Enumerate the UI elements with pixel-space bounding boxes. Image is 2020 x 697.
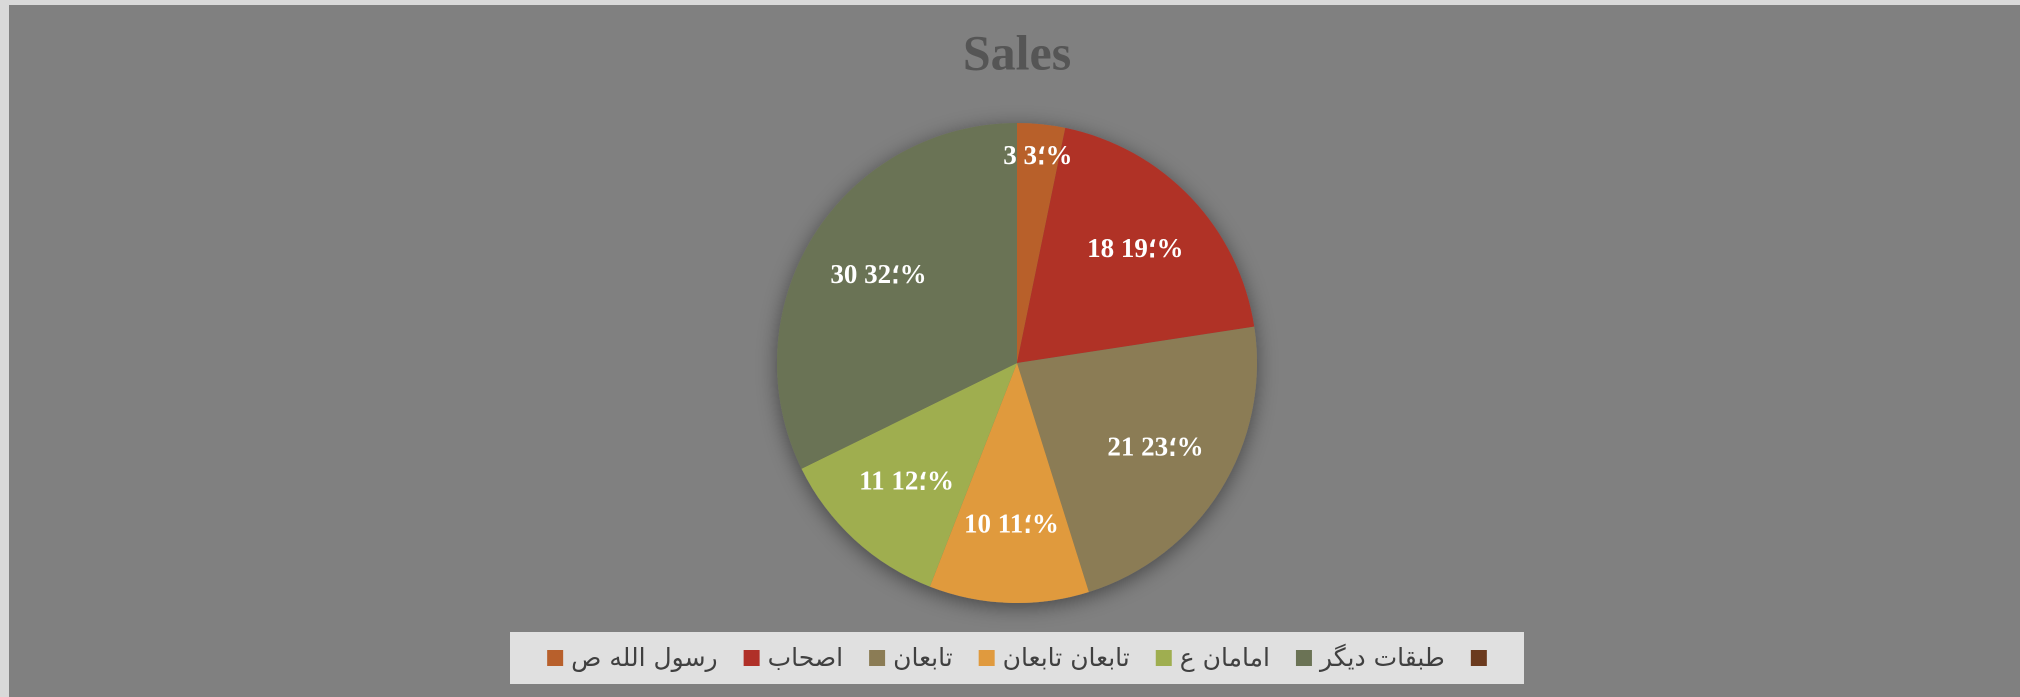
data-label: 3 ؛3% [1003, 140, 1072, 170]
legend-swatch [743, 650, 760, 666]
legend-label: اصحاب [768, 643, 843, 672]
legend-label: رسول الله ص [571, 643, 717, 672]
data-label: 21 ؛23% [1107, 432, 1203, 462]
data-label: 18 ؛19% [1087, 233, 1183, 263]
pie-slice [1017, 123, 1066, 363]
data-label: 11 ؛12% [859, 465, 954, 495]
pie-slice [777, 123, 1017, 469]
pie-slice [1017, 326, 1257, 592]
legend-swatch [1155, 650, 1172, 666]
legend-label: تابعان [893, 643, 953, 672]
pie-slice [929, 363, 1089, 603]
legend-swatch [1470, 650, 1487, 666]
legend: رسول الله ص اصحاب تابعان تابعان تابعان اماما… [547, 643, 1487, 672]
legend-box [510, 632, 1524, 684]
legend-label: طبقات دیگر [1318, 643, 1445, 672]
pie-slice [801, 363, 1017, 587]
pie-slice [1017, 127, 1255, 363]
pie [777, 123, 1257, 603]
data-label: 10 ؛11% [964, 508, 1059, 538]
data-label: 30 ؛32% [830, 259, 926, 289]
chart-title: Sales [963, 24, 1071, 80]
legend-label: امامان ع [1180, 643, 1270, 672]
data-labels: 3 ؛3% 18 ؛19% 21 ؛23% 10 ؛11% 11 ؛12% 30 ؛32% [830, 140, 1203, 538]
legend-swatch [547, 650, 564, 666]
legend-swatch [978, 650, 995, 666]
legend-label: تابعان تابعان [1003, 643, 1130, 672]
legend-swatch [869, 650, 886, 666]
legend-swatch [1295, 650, 1312, 666]
